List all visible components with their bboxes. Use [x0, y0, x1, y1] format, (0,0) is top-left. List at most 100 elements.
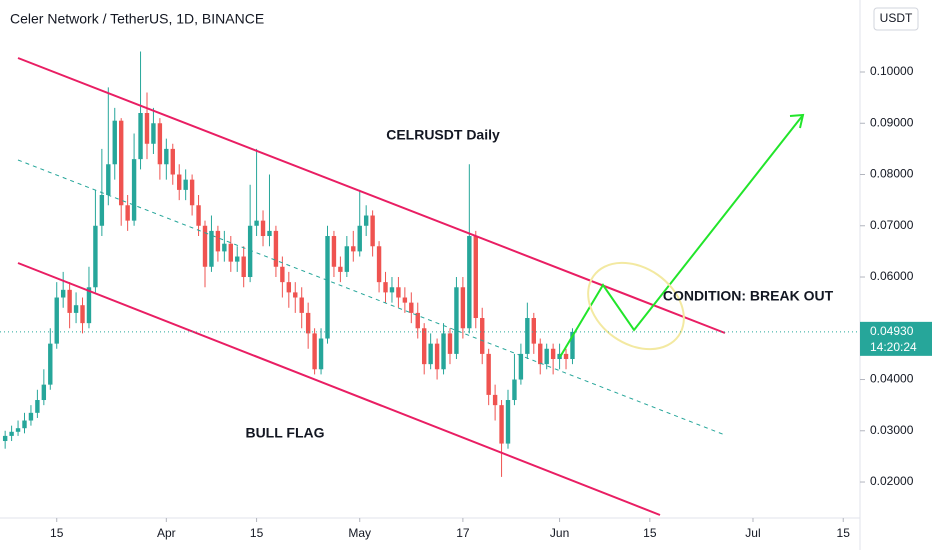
currency[interactable]: USDT	[880, 11, 913, 25]
candle-body	[402, 297, 408, 303]
candle-body	[389, 287, 395, 293]
breakout-zone	[587, 261, 685, 351]
candle-body	[318, 338, 324, 370]
candle-body	[267, 230, 272, 237]
x-tick-label: Jul	[745, 526, 760, 540]
candle-body	[293, 292, 298, 298]
candle-body	[80, 305, 85, 324]
candle-body	[22, 420, 27, 429]
candle-body	[247, 225, 253, 278]
annotation: CELRUSDT Daily	[386, 127, 500, 143]
x-tick-label: 15	[643, 526, 657, 540]
candle-body	[505, 400, 511, 444]
candle-body	[35, 400, 40, 413]
candle-body	[286, 282, 292, 293]
candle-body	[177, 174, 182, 190]
y-tick-label: 0.08000	[870, 167, 914, 181]
candles	[2, 51, 575, 477]
candle-body	[544, 348, 549, 365]
candle-body	[331, 236, 337, 267]
candle-body	[164, 148, 169, 165]
candle-body	[228, 243, 233, 262]
candle-body	[15, 428, 21, 432]
candle-body	[67, 289, 72, 313]
candle-body	[312, 333, 317, 370]
candle-body	[215, 230, 221, 252]
candle-body	[9, 431, 14, 436]
candle-body	[570, 331, 575, 360]
candle-body	[538, 343, 543, 365]
candle-body	[305, 312, 311, 334]
x-tick-label: 17	[456, 526, 470, 540]
candle-body	[273, 230, 279, 267]
candle-body	[196, 205, 201, 226]
chart-title: Celer Network / TetherUS, 1D, BINANCE	[10, 11, 264, 27]
candle-body	[170, 148, 175, 175]
channel-upper	[17, 57, 726, 334]
candle-body	[299, 297, 304, 313]
annotation: CONDITION: BREAK OUT	[663, 288, 834, 304]
y-tick-label: 0.03000	[870, 423, 914, 437]
candle-body	[183, 179, 188, 190]
candle-body	[189, 179, 195, 206]
candle-body	[99, 195, 105, 226]
candle-body	[376, 246, 382, 283]
x-tick-label: Jun	[550, 526, 569, 540]
candle-body	[428, 343, 433, 365]
candle-body	[421, 328, 427, 365]
x-tick-label: 15	[50, 526, 64, 540]
candle-body	[512, 379, 517, 401]
candle-body	[338, 266, 343, 272]
candle-body	[409, 302, 414, 313]
candle-body	[383, 282, 388, 293]
candle-body	[222, 243, 227, 252]
candle-body	[28, 412, 34, 421]
y-tick-label: 0.02000	[870, 474, 914, 488]
candle-body	[48, 343, 53, 385]
candle-body	[254, 220, 259, 226]
candle-body	[531, 318, 536, 344]
currency-box[interactable]	[873, 7, 919, 31]
candle-body	[106, 164, 111, 196]
candle-body	[241, 256, 246, 278]
candle-body	[480, 318, 485, 354]
y-tick-label: 0.06000	[870, 269, 914, 283]
channel-mid	[17, 159, 726, 436]
channel-lower	[17, 262, 661, 516]
candle-body	[202, 225, 208, 267]
y-tick-label: 0.07000	[870, 218, 914, 232]
candle-body	[525, 318, 530, 354]
candle-body	[54, 297, 59, 344]
candle-body	[138, 113, 143, 160]
candle-body	[396, 287, 401, 298]
candle-body	[460, 287, 466, 329]
x-tick-label: 15	[250, 526, 264, 540]
x-tick-label: Apr	[157, 526, 176, 540]
candle-body	[280, 266, 285, 283]
candle-body	[454, 287, 459, 354]
candle-body	[86, 287, 92, 324]
candle-body	[344, 246, 350, 272]
candle-body	[447, 333, 453, 354]
candle-body	[563, 353, 569, 360]
y-tick-label: 0.10000	[870, 64, 914, 78]
candle-body	[235, 256, 240, 262]
x-tick-label: May	[348, 526, 371, 540]
candle-body	[441, 333, 446, 370]
candle-body	[492, 394, 498, 406]
candle-body	[131, 159, 137, 221]
candle-body	[550, 348, 556, 360]
countdown: 14:20:24	[870, 340, 917, 354]
candle-body	[157, 123, 163, 165]
candle-body	[144, 113, 150, 144]
candle-body	[209, 230, 214, 267]
candle-body	[351, 246, 356, 252]
candle-body	[486, 353, 491, 395]
y-tick-label: 0.04000	[870, 372, 914, 386]
candle-body	[363, 215, 369, 226]
arrow-head	[789, 113, 805, 129]
y-tick-label: 0.09000	[870, 115, 914, 129]
candle-body	[499, 405, 504, 444]
